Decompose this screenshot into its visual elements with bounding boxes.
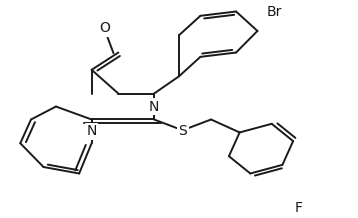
Text: S: S (178, 124, 187, 138)
Text: N: N (86, 124, 97, 138)
Text: Br: Br (266, 5, 282, 19)
Text: O: O (100, 21, 111, 35)
Text: F: F (295, 201, 303, 215)
Text: N: N (149, 100, 159, 114)
